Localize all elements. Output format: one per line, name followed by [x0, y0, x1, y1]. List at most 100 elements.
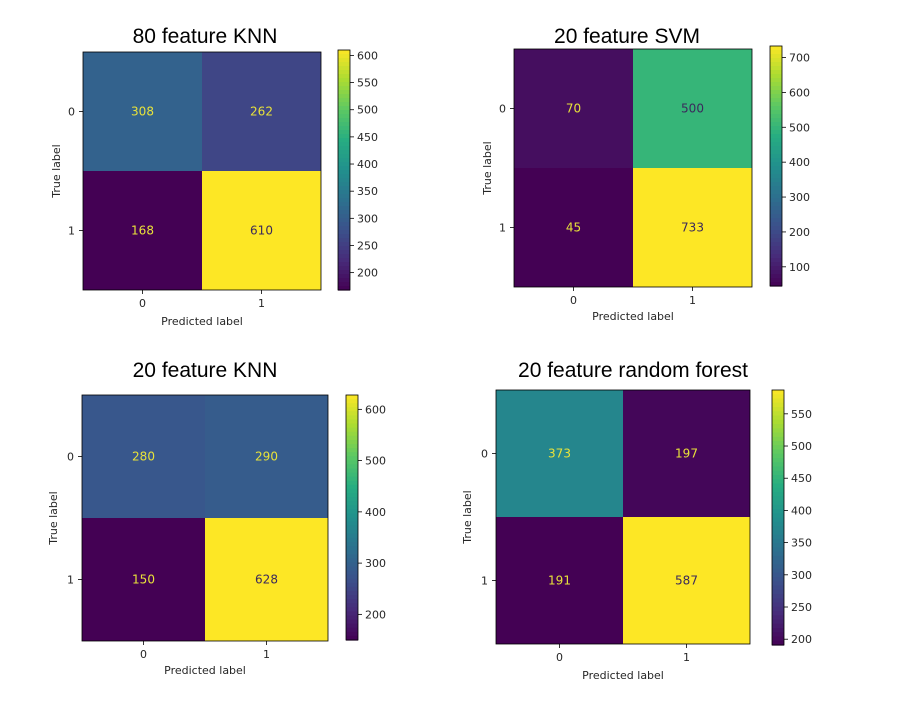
colorbar-segment — [772, 589, 784, 595]
colorbar-segment — [346, 407, 358, 412]
chart-title: 80 feature KNN — [133, 25, 278, 48]
colorbar-segment — [338, 66, 350, 71]
colorbar-tick-label: 500 — [365, 455, 386, 468]
colorbar-segment — [772, 445, 784, 451]
x-tick-label: 1 — [263, 648, 270, 661]
colorbar-segment — [770, 62, 782, 67]
colorbar-segment — [770, 106, 782, 111]
colorbar-segment — [346, 623, 358, 629]
colorbar-segment — [338, 266, 350, 271]
colorbar-segment — [346, 427, 358, 433]
colorbar-segment — [772, 424, 784, 429]
colorbar-segment — [338, 98, 350, 103]
chart-title: 20 feature random forest — [518, 359, 748, 382]
y-tick-label: 0 — [481, 448, 488, 461]
colorbar-segment — [338, 70, 350, 75]
colorbar-segment — [346, 456, 358, 461]
matrix-cell — [82, 518, 205, 641]
y-tick-label: 0 — [499, 103, 506, 116]
y-tick-label: 0 — [67, 451, 74, 464]
colorbar-tick-label: 400 — [365, 506, 386, 519]
colorbar-segment — [346, 399, 358, 404]
matrix-cell — [205, 518, 328, 641]
colorbar-segment — [338, 170, 350, 175]
matrix-cell — [623, 390, 750, 517]
colorbar-segment — [346, 554, 358, 559]
colorbar-segment — [338, 62, 350, 67]
colorbar-segment — [346, 497, 358, 502]
colorbar-segment — [338, 166, 350, 171]
x-tick-label: 0 — [140, 648, 147, 661]
colorbar-segment — [346, 415, 358, 421]
colorbar-segment — [770, 250, 782, 255]
colorbar-segment — [772, 594, 784, 599]
y-tick-label: 1 — [68, 225, 75, 238]
colorbar-segment — [772, 470, 784, 476]
plot-frame — [513, 48, 753, 288]
colorbar-segment — [770, 182, 782, 187]
colorbar-segment — [338, 218, 350, 223]
colorbar-segment — [770, 218, 782, 223]
colorbar-segment — [338, 146, 350, 151]
colorbar-segment — [772, 577, 784, 582]
colorbar-segment — [770, 122, 782, 127]
cell-value-label: 168 — [131, 224, 154, 238]
colorbar-segment — [338, 110, 350, 115]
colorbar-segment — [346, 464, 358, 470]
colorbar-segment — [338, 262, 350, 267]
colorbar-segment — [772, 568, 784, 574]
colorbar-segment — [338, 126, 350, 131]
colorbar-segment — [772, 407, 784, 412]
colorbar-tick-label: 600 — [357, 49, 378, 62]
cell-value-label: 280 — [132, 450, 155, 464]
colorbar-segment — [770, 118, 782, 123]
colorbar-tick-label: 450 — [791, 472, 812, 485]
matrix-cell — [82, 395, 205, 518]
colorbar-segment — [772, 543, 784, 548]
colorbar-segment — [770, 114, 782, 119]
colorbar-segment — [770, 222, 782, 227]
colorbar-segment — [770, 50, 782, 55]
colorbar-segment — [338, 234, 350, 239]
colorbar-segment — [338, 134, 350, 139]
colorbar-segment — [338, 230, 350, 235]
colorbar-segment — [770, 174, 782, 179]
colorbar-segment — [346, 509, 358, 515]
colorbar-segment — [770, 170, 782, 175]
colorbar-segment — [338, 118, 350, 123]
matrix-cell — [83, 171, 202, 290]
colorbar-segment — [338, 206, 350, 211]
cell-value-label: 150 — [132, 573, 155, 587]
colorbar-segment — [770, 94, 782, 99]
colorbar-segment — [346, 607, 358, 613]
x-tick-label: 1 — [258, 297, 265, 310]
colorbar-segment — [772, 415, 784, 421]
colorbar-segment — [770, 258, 782, 263]
colorbar-segment — [338, 58, 350, 63]
colorbar-segment — [772, 500, 784, 506]
colorbar-segment — [772, 640, 784, 646]
colorbar-segment — [338, 178, 350, 183]
colorbar-segment — [346, 452, 358, 457]
colorbar-segment — [770, 70, 782, 75]
colorbar-segment — [770, 110, 782, 115]
colorbar-tick-label: 400 — [789, 156, 810, 169]
colorbar-segment — [770, 278, 782, 283]
colorbar-segment — [772, 483, 784, 489]
colorbar-segment — [772, 475, 784, 480]
y-axis-label: True label — [47, 491, 60, 545]
colorbar-segment — [338, 122, 350, 127]
matrix-cell — [514, 49, 633, 168]
y-axis-label: True label — [481, 141, 494, 195]
colorbar-segment — [770, 242, 782, 247]
x-tick-label: 1 — [689, 294, 696, 307]
colorbar-tick-label: 450 — [357, 131, 378, 144]
colorbar-segment — [770, 198, 782, 203]
colorbar-segment — [346, 435, 358, 441]
colorbar-segment — [338, 278, 350, 283]
colorbar-segment — [772, 555, 784, 561]
confusion-matrix-panel: 80 feature KNN 308 262 168 610 0 1 0 1 Predicted … — [50, 25, 378, 328]
colorbar-segment — [770, 178, 782, 183]
colorbar-tick-label: 200 — [357, 267, 378, 280]
